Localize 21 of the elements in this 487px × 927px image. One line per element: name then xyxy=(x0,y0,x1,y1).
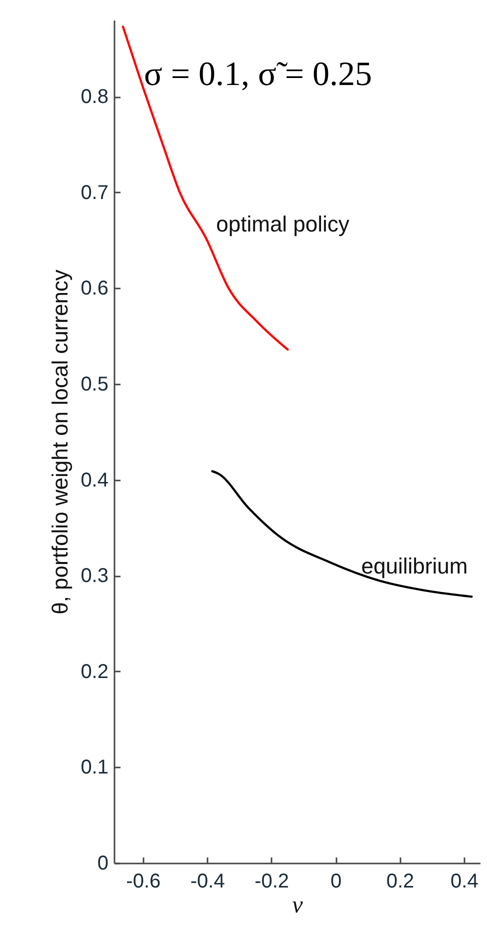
x-tick-label: 0 xyxy=(330,870,342,892)
y-tick-label: 0.4 xyxy=(80,469,108,492)
y-tick-label: 0.3 xyxy=(80,565,108,588)
x-tick-label: -0.6 xyxy=(126,870,161,892)
x-axis-title: ν xyxy=(292,892,304,918)
line-series xyxy=(211,470,473,598)
y-tick-label: 0 xyxy=(97,852,108,874)
series-label: optimal policy xyxy=(216,211,350,236)
y-tick-label: 0.2 xyxy=(80,660,108,683)
y-tick-label: 0.1 xyxy=(80,756,108,779)
y-tick-label: 0.8 xyxy=(80,86,108,108)
x-tick-label: -0.2 xyxy=(254,870,290,892)
text: σ = 0.1, σ̃ = 0.25 xyxy=(144,56,372,93)
y-tick-label: 0.7 xyxy=(80,182,108,204)
y-axis-title: θ, portfolio weight on local currency xyxy=(48,270,73,614)
x-tick-label: -0.4 xyxy=(190,870,225,892)
series-label: equilibrium xyxy=(361,554,468,579)
y-tick-label: 0.5 xyxy=(80,374,108,396)
y-tick-label: 0.6 xyxy=(80,278,108,300)
x-tick-label: 0.2 xyxy=(386,870,414,892)
x-tick-label: 0.4 xyxy=(450,870,478,892)
